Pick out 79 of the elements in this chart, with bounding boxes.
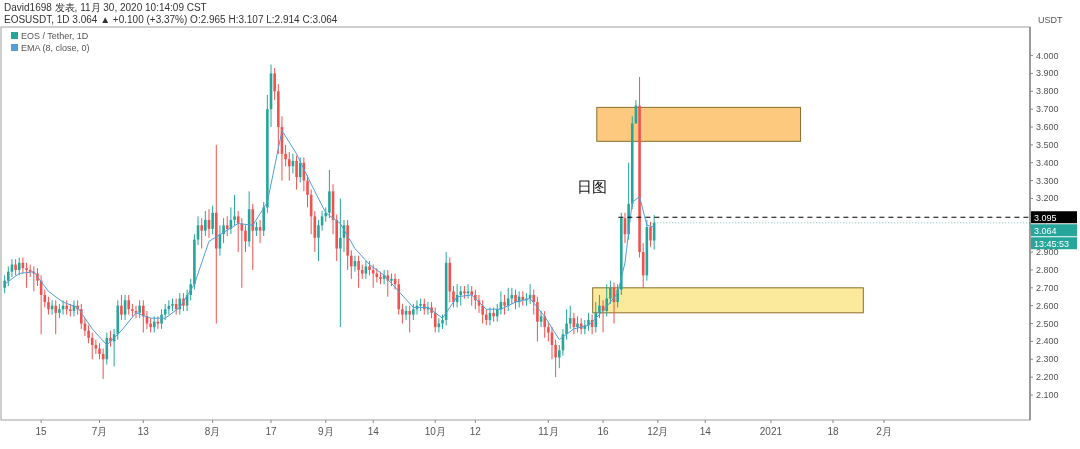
y-tick-label: 3.500 bbox=[1036, 139, 1059, 150]
candlestick bbox=[328, 169, 331, 219]
candlestick bbox=[262, 201, 266, 237]
y-tick-label: 2.500 bbox=[1036, 318, 1059, 329]
y-tick-label: 3.400 bbox=[1036, 157, 1059, 168]
candlestick bbox=[594, 301, 598, 333]
candlestick bbox=[160, 308, 163, 330]
y-tick-label: 2.900 bbox=[1036, 247, 1059, 258]
x-tick-label: 16 bbox=[597, 426, 610, 437]
candlestick bbox=[609, 280, 612, 305]
candlestick bbox=[514, 289, 517, 310]
candlestick bbox=[225, 215, 229, 237]
y-tick-label: 3.600 bbox=[1036, 122, 1059, 133]
candlestick bbox=[598, 294, 601, 319]
x-tick-label: 2月 bbox=[876, 426, 892, 437]
candlestick bbox=[568, 305, 572, 330]
text: 13:45:53 bbox=[1034, 238, 1070, 249]
candlestick bbox=[357, 255, 360, 289]
candlestick bbox=[273, 67, 276, 101]
candlestick bbox=[204, 210, 207, 237]
candlestick bbox=[200, 217, 203, 250]
x-tick-label: 17 bbox=[265, 426, 278, 437]
y-tick-label: 2.200 bbox=[1036, 372, 1059, 383]
x-tick-label: 14 bbox=[367, 426, 380, 437]
y-tick-label: 2.400 bbox=[1036, 336, 1059, 347]
candlestick bbox=[470, 285, 474, 307]
candlestick bbox=[536, 296, 539, 342]
candlestick bbox=[481, 299, 484, 325]
y-tick-label: 2.600 bbox=[1036, 300, 1059, 311]
candlestick bbox=[605, 283, 609, 317]
candlestick bbox=[339, 197, 342, 328]
x-tick-label: 15 bbox=[35, 426, 48, 437]
candlestick bbox=[295, 155, 298, 191]
candlestick bbox=[649, 221, 652, 248]
y-tick-label: 3.300 bbox=[1036, 175, 1059, 186]
text: David1698 发表, 11月 30, 2020 10:14:09 CST bbox=[4, 2, 207, 13]
legend-label: EOS / Tether, 1D bbox=[21, 31, 89, 41]
y-axis-title: USDT bbox=[1038, 15, 1063, 25]
x-tick-label: 18 bbox=[827, 426, 839, 437]
y-tick-label: 2.700 bbox=[1036, 282, 1059, 293]
ref-line-label: 3.095 bbox=[1034, 212, 1057, 223]
x-tick-label: 9月 bbox=[317, 426, 334, 437]
candlestick bbox=[287, 151, 291, 182]
x-tick-label: 12月 bbox=[647, 426, 669, 437]
candlestick bbox=[532, 289, 536, 316]
annotation: 3.064 bbox=[1034, 225, 1057, 236]
y-tick-label: 3.900 bbox=[1036, 68, 1059, 79]
candlestick bbox=[401, 303, 404, 325]
candlestick bbox=[433, 306, 437, 333]
text: EOSUSDT, 1D 3.064 ▲ +0.100 (+3.37%) O:2.965 H:3.107 L:2.914 C:3.064 bbox=[4, 14, 338, 25]
x-tick-label: 2021 bbox=[759, 426, 783, 437]
candlestick bbox=[408, 305, 411, 333]
candlestick bbox=[452, 285, 455, 308]
candlestick bbox=[244, 224, 247, 253]
x-tick-label: 10月 bbox=[424, 426, 446, 437]
candlestick bbox=[211, 205, 214, 235]
candlestick bbox=[90, 331, 94, 360]
x-tick-label: 12 bbox=[469, 426, 482, 437]
annotation: 日图 bbox=[577, 178, 608, 196]
candlestick bbox=[503, 294, 506, 316]
y-tick-label: 3.200 bbox=[1036, 193, 1059, 204]
x-tick-label: 7月 bbox=[91, 426, 108, 437]
candlestick bbox=[543, 310, 546, 339]
candlestick bbox=[298, 156, 302, 183]
y-tick-label: 2.300 bbox=[1036, 354, 1059, 365]
y-tick-label: 3.800 bbox=[1036, 86, 1059, 97]
y-tick-label: 2.100 bbox=[1036, 389, 1059, 400]
candlestick bbox=[350, 249, 353, 280]
x-tick-label: 11月 bbox=[538, 426, 559, 437]
candlestick bbox=[142, 299, 145, 333]
candlestick bbox=[641, 242, 645, 289]
legend-label: EMA (8, close, 0) bbox=[21, 43, 90, 53]
x-tick-label: 8月 bbox=[204, 426, 221, 437]
y-tick-label: 2.800 bbox=[1036, 264, 1059, 275]
y-tick-label: 4.000 bbox=[1036, 50, 1059, 61]
y-tick-label: 3.700 bbox=[1036, 104, 1059, 115]
x-tick-label: 13 bbox=[137, 426, 150, 437]
x-tick-label: 14 bbox=[699, 426, 712, 437]
candlestick bbox=[120, 294, 123, 321]
